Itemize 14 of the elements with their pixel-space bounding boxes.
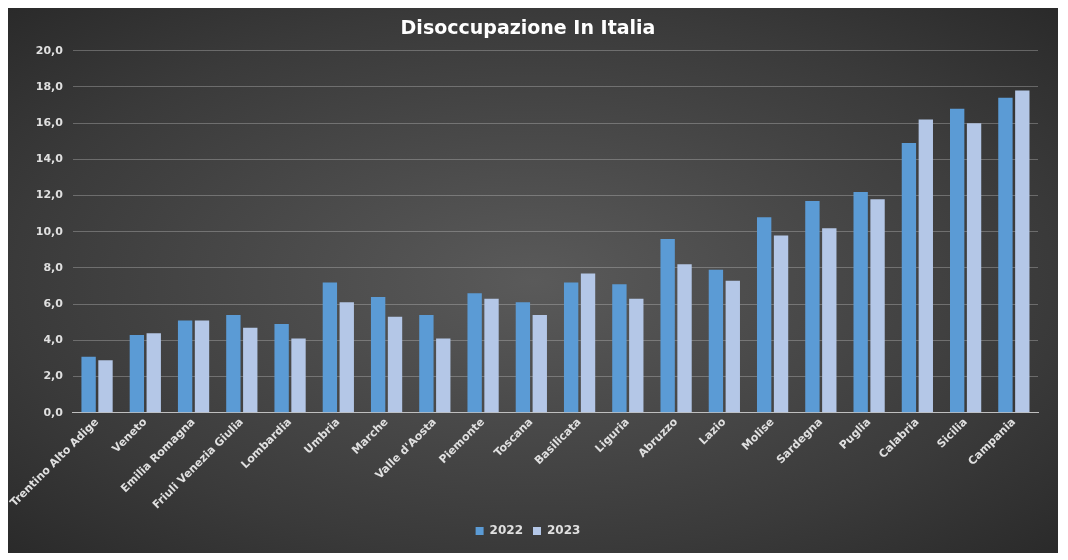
y-tick-label: 6,0 xyxy=(43,297,64,311)
y-tick-label: 12,0 xyxy=(35,188,64,202)
chart-title: Disoccupazione In Italia xyxy=(400,16,656,39)
y-tick-label: 18,0 xyxy=(35,79,64,93)
legend-label: 2023 xyxy=(547,523,581,538)
y-tick-label: 20,0 xyxy=(35,43,64,57)
y-tick-label: 10,0 xyxy=(35,224,64,238)
y-tick-label: 4,0 xyxy=(43,333,64,347)
legend-label: 2022 xyxy=(489,523,524,538)
y-tick-label: 2,0 xyxy=(43,369,64,383)
y-tick-label: 14,0 xyxy=(35,152,64,166)
y-tick-label: 16,0 xyxy=(35,116,64,130)
y-tick-label: 8,0 xyxy=(43,260,64,274)
y-tick-label: 0,0 xyxy=(43,405,64,419)
